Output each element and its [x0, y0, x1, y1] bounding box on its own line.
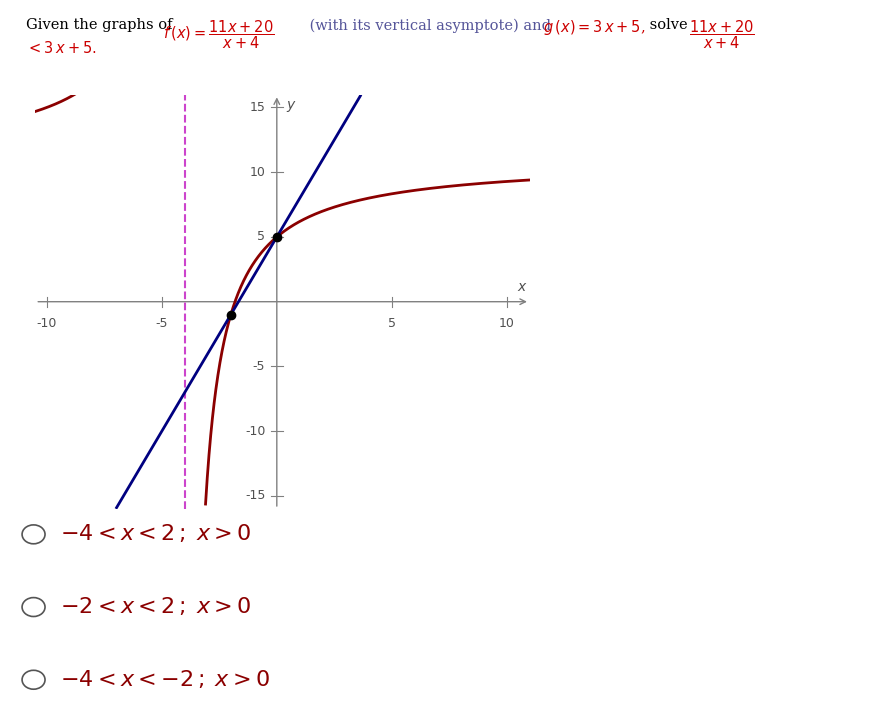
Text: solve: solve — [645, 18, 692, 32]
Text: 5: 5 — [257, 230, 265, 244]
Text: $-2 < x < 2\,;\; x > 0$: $-2 < x < 2\,;\; x > 0$ — [60, 596, 252, 618]
Text: x: x — [517, 280, 525, 294]
Text: y: y — [286, 98, 294, 113]
Text: -10: -10 — [36, 317, 57, 330]
Text: $-4 < x < -2\,;\; x > 0$: $-4 < x < -2\,;\; x > 0$ — [60, 669, 270, 691]
Text: 15: 15 — [249, 101, 265, 114]
Text: (with its vertical asymptote) and: (with its vertical asymptote) and — [305, 18, 555, 33]
Text: $g\,(x) = 3\,x + 5$,: $g\,(x) = 3\,x + 5$, — [543, 18, 645, 37]
Text: $f\,(x) = \dfrac{11x+20}{x+4}$: $f\,(x) = \dfrac{11x+20}{x+4}$ — [163, 18, 275, 51]
Text: 10: 10 — [249, 166, 265, 179]
Text: $\dfrac{11x+20}{x+4}$: $\dfrac{11x+20}{x+4}$ — [689, 18, 755, 51]
Text: -5: -5 — [155, 317, 168, 330]
Text: -15: -15 — [245, 489, 265, 502]
Text: 10: 10 — [499, 317, 515, 330]
Text: Given the graphs of: Given the graphs of — [26, 18, 177, 32]
Text: -5: -5 — [253, 360, 265, 373]
Text: 5: 5 — [388, 317, 396, 330]
Text: $< 3\,x + 5.$: $< 3\,x + 5.$ — [26, 40, 97, 56]
Text: -10: -10 — [245, 425, 265, 438]
Text: $-4 < x < 2\,;\; x > 0$: $-4 < x < 2\,;\; x > 0$ — [60, 523, 252, 545]
